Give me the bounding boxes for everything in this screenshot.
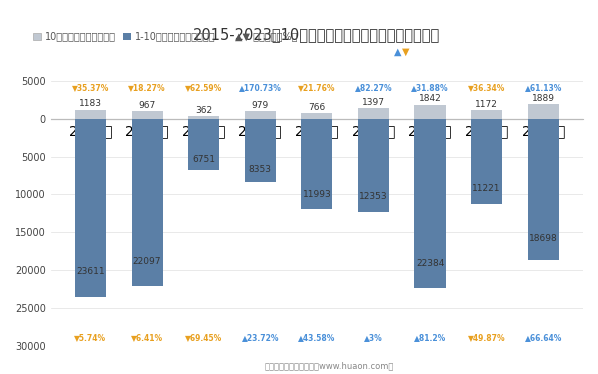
Text: ▼62.59%: ▼62.59% [185,83,222,92]
Text: ▲3%: ▲3% [364,334,383,343]
Text: ▼: ▼ [402,47,409,56]
Text: 1172: 1172 [475,99,498,108]
Bar [301,113,332,119]
Text: ▼36.34%: ▼36.34% [468,83,505,92]
Text: 979: 979 [252,101,269,110]
Text: ▼5.74%: ▼5.74% [74,334,106,343]
Text: 22384: 22384 [416,259,444,268]
Text: 18698: 18698 [529,234,557,243]
Text: ▲81.2%: ▲81.2% [414,334,446,343]
Text: 制图：华经产业研究院（www.huaon.com）: 制图：华经产业研究院（www.huaon.com） [264,361,393,370]
Bar [75,119,106,297]
Bar [301,119,332,209]
Text: 8353: 8353 [249,165,271,174]
Bar [75,110,106,119]
Text: 1397: 1397 [362,98,385,107]
Bar [245,111,276,119]
Text: ▲23.72%: ▲23.72% [242,334,279,343]
Bar [527,104,559,119]
Text: ▼18.27%: ▼18.27% [129,83,166,92]
Bar [188,116,219,119]
Text: 12353: 12353 [359,192,388,201]
Text: 1842: 1842 [419,95,441,104]
Text: ▲61.13%: ▲61.13% [524,83,562,92]
Text: 1889: 1889 [532,94,555,103]
Bar [471,119,502,203]
Text: ▼49.87%: ▼49.87% [468,334,505,343]
Text: ▼6.41%: ▼6.41% [131,334,163,343]
Text: ▲43.58%: ▲43.58% [298,334,335,343]
Bar [414,105,446,119]
Text: ▼69.45%: ▼69.45% [185,334,222,343]
Text: ▼21.76%: ▼21.76% [298,83,335,92]
Bar [188,119,219,170]
Text: ▲170.73%: ▲170.73% [239,83,282,92]
Text: 967: 967 [139,101,155,110]
Bar [527,119,559,260]
Text: 1183: 1183 [79,99,102,108]
Text: 23611: 23611 [76,267,105,276]
Legend: 10月期货成交量（万手）, 1-10月期货成交量（万手）, ▲▼ 同比增长（%）: 10月期货成交量（万手）, 1-10月期货成交量（万手）, ▲▼ 同比增长（%） [29,28,301,45]
Bar [132,111,163,119]
Text: ▲: ▲ [394,47,401,56]
Text: ▼35.37%: ▼35.37% [72,83,109,92]
Bar [245,119,276,182]
Text: 6751: 6751 [192,155,215,164]
Text: 11221: 11221 [472,184,501,193]
Text: 22097: 22097 [133,257,161,266]
Bar [358,119,389,212]
Text: ▲66.64%: ▲66.64% [524,334,562,343]
Text: 11993: 11993 [303,190,331,199]
Bar [132,119,163,286]
Text: ▲31.88%: ▲31.88% [411,83,449,92]
Bar [358,108,389,119]
Text: 766: 766 [308,102,325,111]
Bar [414,119,446,288]
Text: ▲82.27%: ▲82.27% [355,83,392,92]
Bar [471,110,502,119]
Text: 362: 362 [195,106,212,115]
Title: 2015-2023年10月郑州商品交易所菜籽粕期货成交量: 2015-2023年10月郑州商品交易所菜籽粕期货成交量 [193,27,441,42]
